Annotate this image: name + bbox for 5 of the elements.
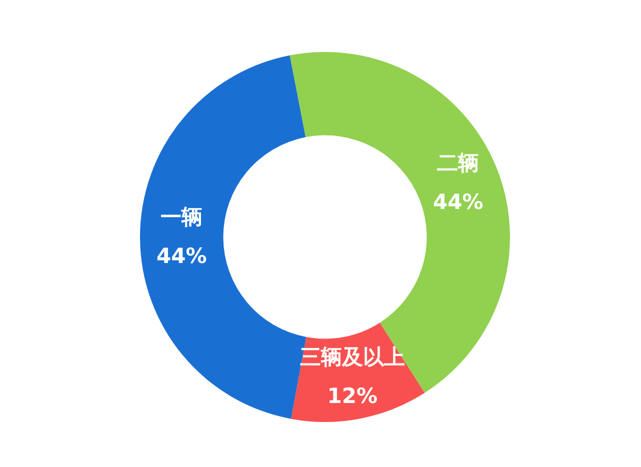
slice-label: 二辆	[437, 151, 480, 176]
data-label: 12%	[327, 384, 378, 408]
data-label: 44%	[432, 190, 484, 214]
data-label: 44%	[156, 244, 207, 268]
slice-label: 一辆	[160, 204, 203, 229]
